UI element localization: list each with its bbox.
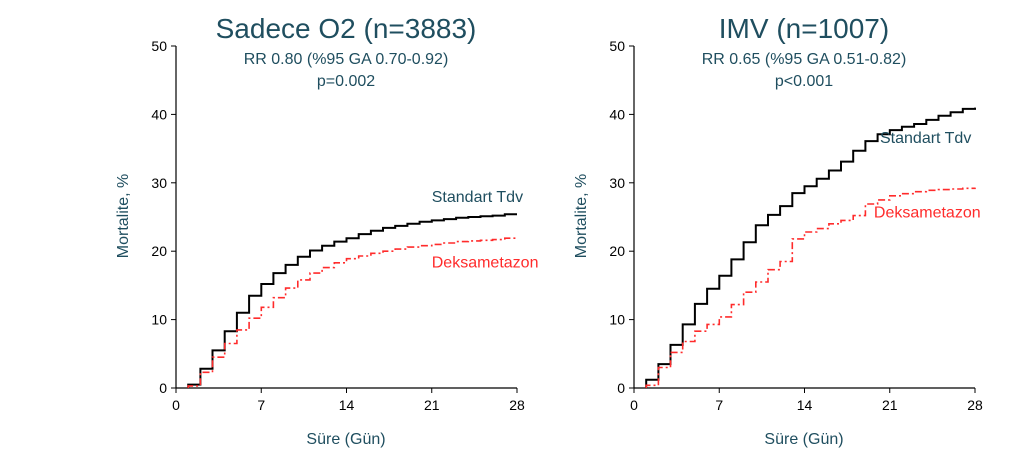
- x-tick-label: 7: [715, 397, 723, 413]
- standart-tdv-label: Standart Tdv: [880, 130, 971, 147]
- x-tick-label: 14: [797, 397, 813, 413]
- deksametazon-line: [645, 187, 976, 388]
- chart-subtitle: RR 0.80 (%95 GA 0.70-0.92): [244, 51, 449, 68]
- chart-title: Sadece O2 (n=3883): [216, 13, 477, 44]
- x-tick-label: 28: [967, 397, 983, 413]
- chart-subtitle: RR 0.65 (%95 GA 0.51-0.82): [702, 51, 907, 68]
- x-tick-label: 0: [630, 397, 638, 413]
- x-axis-label: Süre (Gün): [764, 431, 843, 448]
- x-axis-label: Süre (Gün): [306, 431, 385, 448]
- standart-tdv-line: [645, 107, 976, 388]
- x-tick-label: 21: [424, 397, 440, 413]
- y-tick-label: 0: [159, 380, 167, 396]
- y-tick-label: 10: [151, 312, 167, 328]
- deksametazon-label: Deksametazon: [874, 205, 981, 222]
- chart-panel-sadece-o2: Sadece O2 (n=3883) RR 0.80 (%95 GA 0.70-…: [115, 13, 538, 448]
- y-tick-label: 20: [609, 243, 625, 259]
- chart-pvalue: p=0.002: [317, 73, 375, 90]
- y-axis-label: Mortalite, %: [115, 174, 132, 258]
- x-tick-label: 21: [882, 397, 898, 413]
- y-tick-label: 40: [609, 106, 625, 122]
- series-lines: [645, 107, 976, 388]
- standart-tdv-line: [187, 213, 517, 388]
- series-labels: Standart Tdv Deksametazon: [432, 189, 539, 272]
- series-labels: Standart Tdv Deksametazon: [874, 130, 981, 222]
- y-tick-label: 30: [151, 175, 167, 191]
- y-tick-label: 10: [609, 312, 625, 328]
- y-axis-label: Mortalite, %: [573, 174, 590, 258]
- chart-pvalue: p<0.001: [775, 73, 833, 90]
- series-lines: [187, 213, 518, 388]
- x-tick-label: 0: [172, 397, 180, 413]
- chart-title: IMV (n=1007): [719, 13, 889, 44]
- y-tick-label: 0: [617, 380, 625, 396]
- x-tick-label: 14: [339, 397, 355, 413]
- standart-tdv-label: Standart Tdv: [432, 189, 523, 206]
- y-tick-label: 50: [151, 38, 167, 54]
- deksametazon-line: [187, 237, 518, 388]
- axes: 0 10 20 30 40 50 0 7 14 21 28: [609, 38, 983, 413]
- y-tick-label: 50: [609, 38, 625, 54]
- y-tick-label: 40: [151, 106, 167, 122]
- y-tick-label: 20: [151, 243, 167, 259]
- deksametazon-label: Deksametazon: [432, 255, 539, 272]
- x-tick-label: 7: [257, 397, 265, 413]
- axes: 0 10 20 30 40 50 0 7 14 21 28: [151, 38, 525, 413]
- y-tick-label: 30: [609, 175, 625, 191]
- x-tick-label: 28: [509, 397, 525, 413]
- chart-panel-imv: IMV (n=1007) RR 0.65 (%95 GA 0.51-0.82) …: [573, 13, 983, 448]
